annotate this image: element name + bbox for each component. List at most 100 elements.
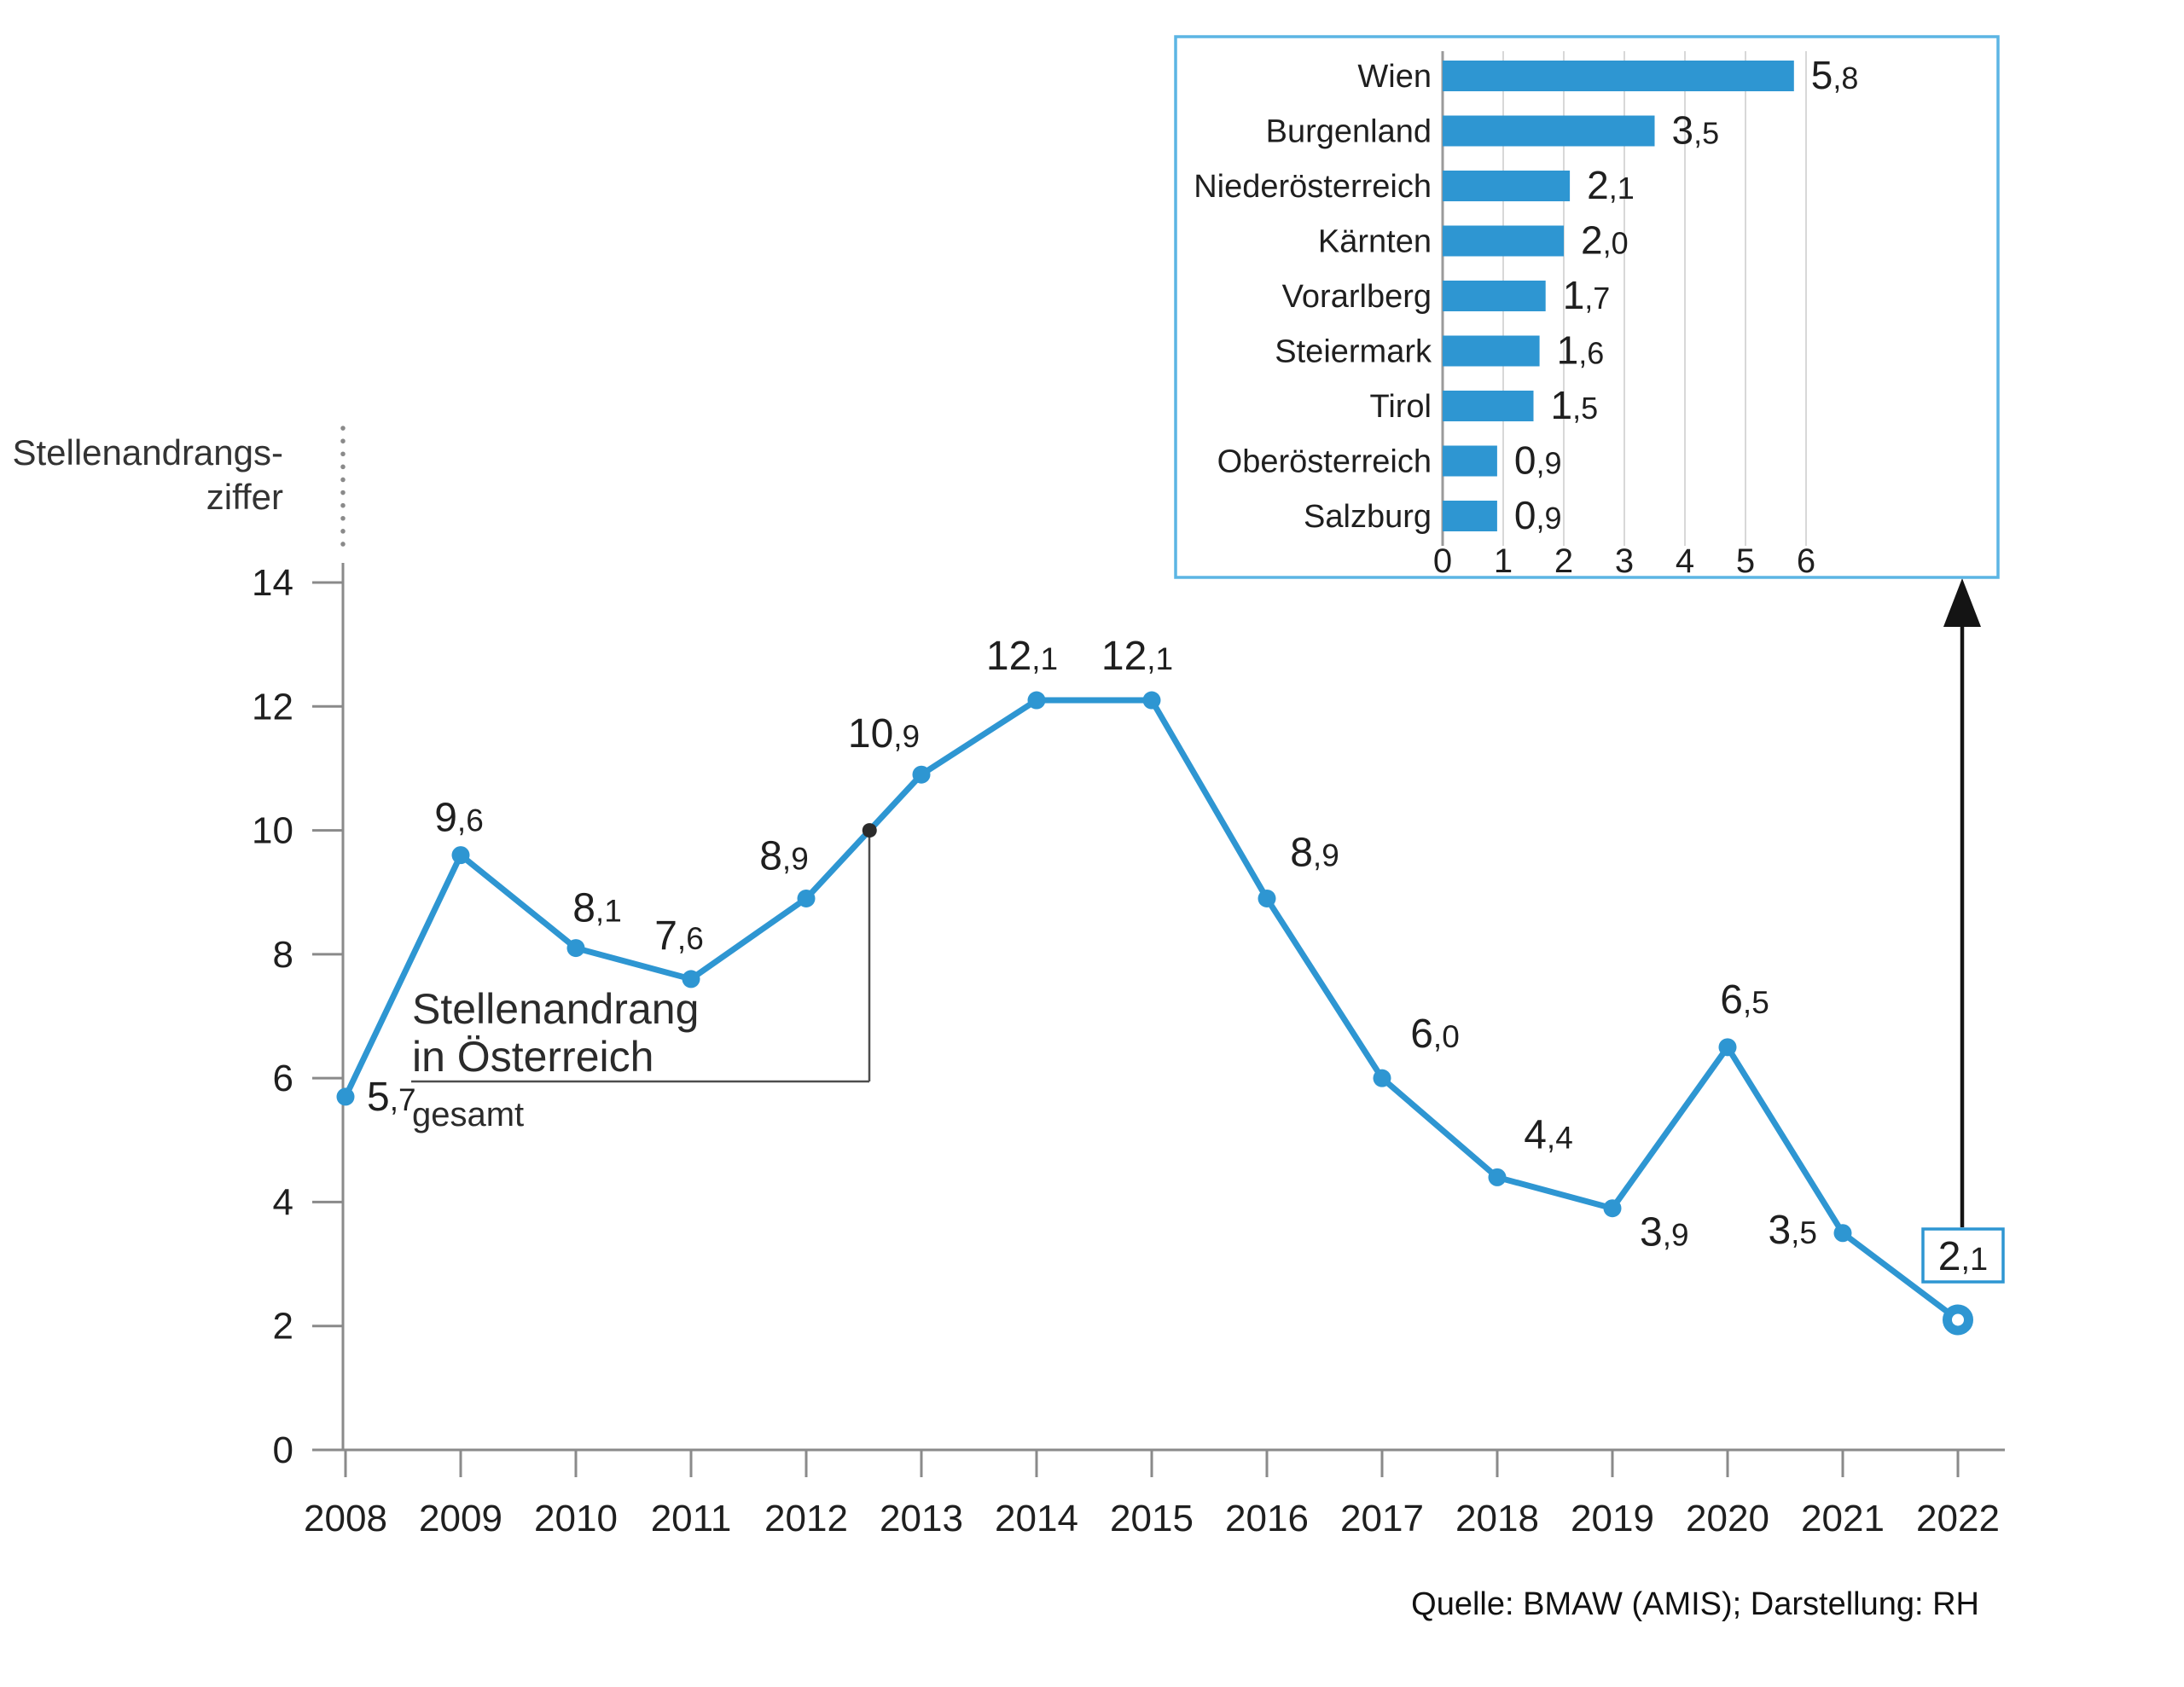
x-axis-tick-label-2012: 2012 (764, 1498, 848, 1539)
bar-category-label-salzburg: Salzburg (1304, 499, 1432, 535)
bar-value-label-niederoesterreich: 2,1 (1587, 163, 1635, 207)
data-point-label-2010: 8,1 (572, 886, 622, 931)
data-point-2018 (1488, 1168, 1507, 1186)
arrowhead-icon (1943, 578, 1981, 627)
bar-category-label-oberoesterreich: Oberösterreich (1217, 444, 1432, 480)
data-point-label-2015: 12,1 (1101, 634, 1173, 679)
inset-bar-chart: 0 1 2 3 4 5 6 Wien 5,8 Burgenland 3,5 Niederösterre… (1174, 35, 2000, 580)
data-point-label-2018: 4,4 (1524, 1112, 1573, 1157)
data-point-label-2013: 10,9 (848, 711, 920, 757)
data-point-2022-open-circle (1943, 1304, 1973, 1336)
bar-value-label-oberoesterreich: 0,9 (1514, 438, 1562, 483)
x-axis-tick-label-2022: 2022 (1916, 1498, 2000, 1539)
data-point-2009 (451, 846, 470, 865)
annotation-title-line1: Stellenandrang (412, 985, 699, 1033)
data-point-2016 (1258, 889, 1276, 907)
bar-category-label-niederoesterreich: Niederösterreich (1194, 169, 1432, 205)
data-point-label-2017: 6,0 (1410, 1012, 1460, 1057)
bar-vorarlberg (1443, 281, 1546, 311)
bar-category-label-vorarlberg: Vorarlberg (1282, 279, 1432, 315)
data-point-2019 (1603, 1199, 1622, 1218)
inset-axis-tick-label-1: 1 (1494, 542, 1513, 580)
data-point-label-2020: 6,5 (1720, 977, 1769, 1023)
inset-axis-tick-label-3: 3 (1615, 542, 1634, 580)
bar-value-label-vorarlberg: 1,7 (1563, 273, 1611, 317)
data-point-2008 (336, 1087, 355, 1106)
data-point-2021 (1833, 1224, 1852, 1243)
bar-steiermark (1443, 335, 1540, 367)
bar-kaernten (1443, 225, 1564, 257)
y-axis-title-line1: Stellenandrangs- (12, 432, 283, 472)
inset-axis-tick-label-4: 4 (1676, 542, 1694, 580)
highlight-value-label: 2,1 (1938, 1234, 1988, 1279)
bar-value-label-burgenland: 3,5 (1672, 108, 1720, 153)
data-point-2015 (1142, 691, 1161, 710)
annotation-title-line2: in Österreich (412, 1033, 653, 1081)
source-note: Quelle: BMAW (AMIS); Darstellung: RH (1411, 1586, 1979, 1622)
bar-category-label-tirol: Tirol (1370, 389, 1432, 425)
bar-salzburg (1443, 501, 1497, 531)
bar-value-label-kaernten: 2,0 (1581, 218, 1629, 263)
inset-axis-tick-label-5: 5 (1736, 542, 1755, 580)
data-point-label-2021: 3,5 (1768, 1208, 1817, 1253)
bar-category-label-wien: Wien (1357, 59, 1432, 95)
data-point-label-2011: 7,6 (654, 913, 704, 959)
x-axis-tick-label-2013: 2013 (880, 1498, 963, 1539)
highlight-overlay: 2,1 (862, 823, 1988, 1279)
bar-wien (1443, 61, 1794, 91)
x-axis-tick-label-2018: 2018 (1455, 1498, 1539, 1539)
data-point-2020 (1718, 1038, 1737, 1057)
data-point-2012 (797, 889, 816, 907)
data-point-label-2012: 8,9 (759, 833, 809, 878)
y-axis-tick-label-6: 6 (273, 1058, 293, 1099)
x-axis-tick-label-2008: 2008 (304, 1498, 387, 1539)
inset-bars: 0 1 2 3 4 5 6 Wien 5,8 Burgenland 3,5 Niederösterre… (1194, 51, 1858, 580)
x-axis-tick-label-2009: 2009 (419, 1498, 502, 1539)
main-chart-series: 0 2 4 6 8 10 12 14 2008 2009 2010 2011 2012 2013 2014 2… (252, 562, 2000, 1539)
bar-value-label-tirol: 1,5 (1551, 383, 1599, 427)
bar-niederoesterreich (1443, 171, 1571, 201)
bar-category-label-kaernten: Kärnten (1318, 224, 1432, 260)
callout-dot (862, 823, 877, 838)
inset-axis-tick-label-0: 0 (1433, 542, 1452, 580)
y-axis-tick-label-2: 2 (273, 1306, 293, 1348)
bar-tirol (1443, 391, 1534, 421)
x-axis-tick-label-2011: 2011 (651, 1498, 732, 1539)
y-axis-tick-label-0: 0 (273, 1429, 293, 1471)
data-point-label-2008: 5,7 (367, 1075, 416, 1120)
bar-category-label-steiermark: Steiermark (1275, 334, 1432, 370)
bar-value-label-salzburg: 0,9 (1514, 493, 1562, 537)
y-axis-tick-label-8: 8 (273, 934, 293, 976)
x-axis-tick-label-2010: 2010 (534, 1498, 618, 1539)
bar-burgenland (1443, 115, 1655, 147)
bar-value-label-steiermark: 1,6 (1557, 328, 1605, 373)
y-axis-tick-label-10: 10 (252, 810, 293, 852)
x-axis-tick-label-2017: 2017 (1340, 1498, 1424, 1539)
y-axis-tick-label-4: 4 (273, 1181, 293, 1223)
data-point-2010 (566, 939, 585, 958)
data-point-2014 (1027, 691, 1046, 710)
data-point-label-2014: 12,1 (986, 634, 1058, 679)
inset-box-border (1174, 35, 2000, 579)
x-axis-tick-label-2021: 2021 (1801, 1498, 1885, 1539)
inset-axis-tick-label-2: 2 (1554, 542, 1573, 580)
bar-category-label-burgenland: Burgenland (1266, 114, 1432, 150)
data-point-label-2019: 3,9 (1640, 1210, 1689, 1255)
data-point-2017 (1373, 1069, 1391, 1087)
y-axis-title-line2: ziffer (206, 477, 283, 517)
x-axis-tick-label-2019: 2019 (1571, 1498, 1654, 1539)
annotation-subtitle: gesamt (412, 1096, 524, 1133)
highlight-value-box (1921, 1227, 2005, 1284)
x-axis-tick-label-2020: 2020 (1686, 1498, 1769, 1539)
x-axis-tick-label-2016: 2016 (1225, 1498, 1309, 1539)
data-point-2011 (682, 970, 700, 988)
x-axis-tick-label-2014: 2014 (995, 1498, 1078, 1539)
bar-value-label-wien: 5,8 (1811, 53, 1859, 97)
x-axis-tick-label-2015: 2015 (1110, 1498, 1194, 1539)
data-point-label-2009: 9,6 (434, 796, 484, 841)
inset-axis-tick-label-6: 6 (1797, 542, 1815, 580)
y-axis-tick-label-12: 12 (252, 686, 293, 728)
y-axis-tick-label-14: 14 (252, 562, 293, 604)
data-point-label-2016: 8,9 (1290, 830, 1339, 875)
